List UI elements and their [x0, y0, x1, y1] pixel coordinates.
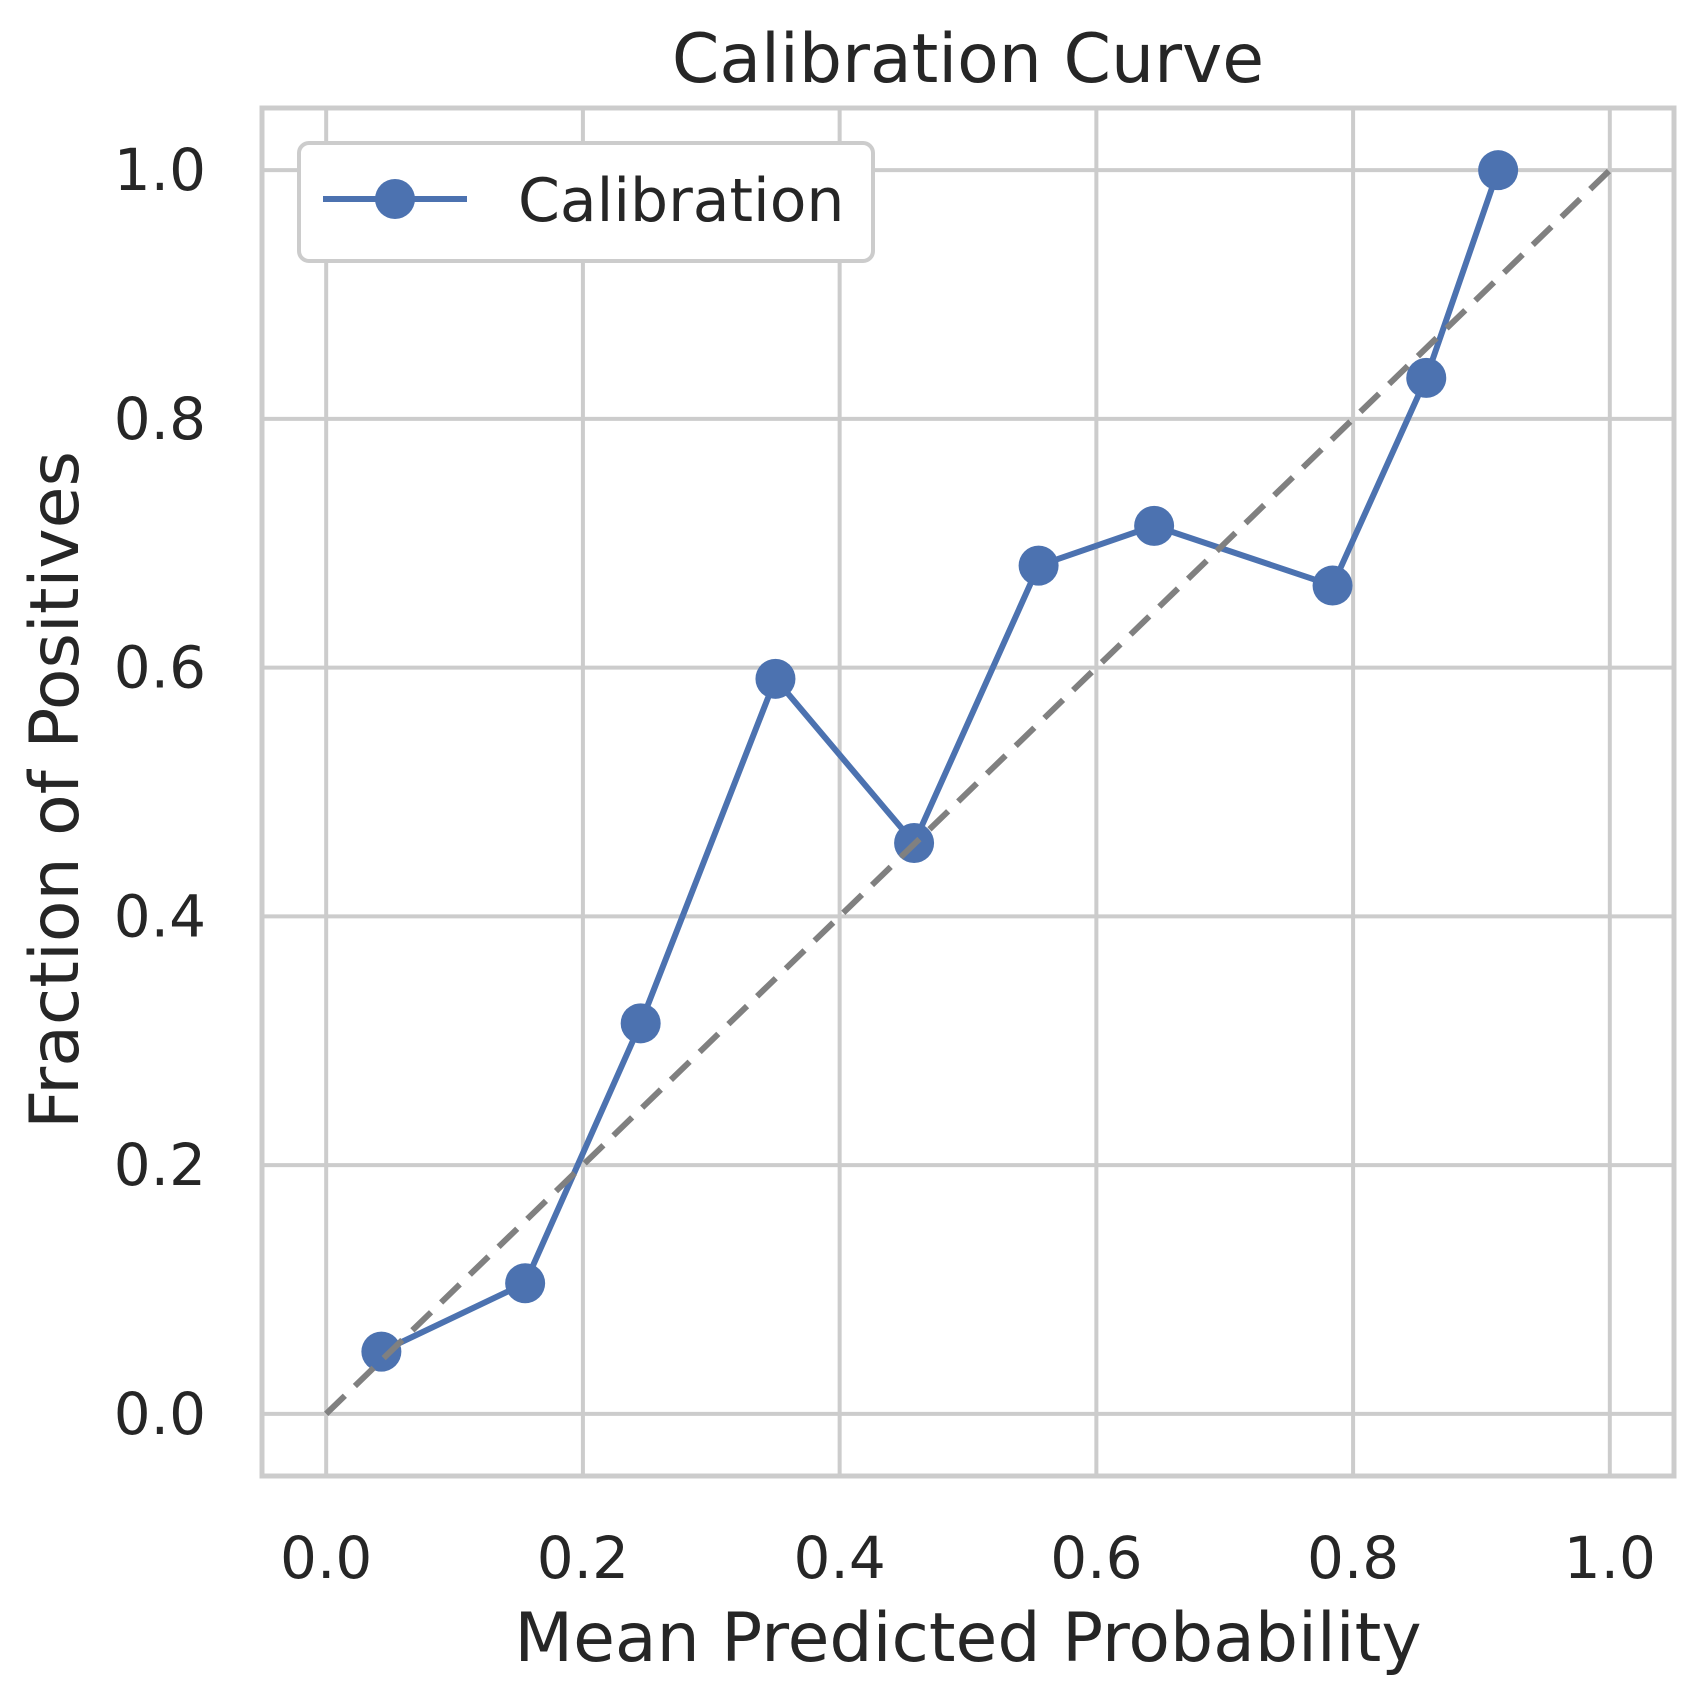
x-tick-label: 0.6: [1050, 1524, 1142, 1592]
chart-title: Calibration Curve: [672, 20, 1264, 99]
legend-box: [297, 141, 875, 263]
y-tick-label: 1.0: [114, 136, 206, 204]
x-tick-label: 0.8: [1307, 1524, 1399, 1592]
legend: Calibration: [297, 141, 875, 263]
x-tick-label: 0.4: [794, 1524, 886, 1592]
reference-diagonal-line: [324, 168, 1612, 1416]
x-tick-label: 1.0: [1564, 1524, 1656, 1592]
y-tick-label: 0.2: [114, 1131, 206, 1199]
y-tick-label: 0.6: [114, 634, 206, 702]
calibration-point: [1312, 565, 1353, 606]
y-tick-label: 0.4: [114, 882, 206, 950]
calibration-point: [1134, 505, 1175, 546]
calibration-point: [1478, 150, 1519, 191]
legend-label-calibration: Calibration: [518, 166, 844, 236]
calibration-point: [1406, 357, 1447, 398]
calibration-line: [380, 169, 1501, 1355]
grid: [262, 108, 1674, 1476]
x-axis-label: Mean Predicted Probability: [514, 1599, 1421, 1678]
x-tick-label: 0.2: [537, 1524, 629, 1592]
y-axis-label: Fraction of Positives: [16, 451, 95, 1129]
calibration-point: [505, 1263, 546, 1304]
calibration-point: [361, 1331, 402, 1372]
y-tick-label: 0.0: [114, 1380, 206, 1448]
calibration-point: [1018, 545, 1059, 586]
y-tick-label: 0.8: [114, 385, 206, 453]
tick-labels: 0.0 0.2 0.4 0.6 0.8 1.0 0.0 0.2 0.4 0.6 0.8 1.0: [114, 136, 1656, 1592]
series-layer: [324, 150, 1612, 1416]
legend-marker: [375, 179, 415, 219]
calibration-point: [755, 658, 796, 699]
plot-frame: [259, 105, 1677, 1479]
calibration-point: [620, 1003, 661, 1044]
x-tick-label: 0.0: [280, 1524, 372, 1592]
